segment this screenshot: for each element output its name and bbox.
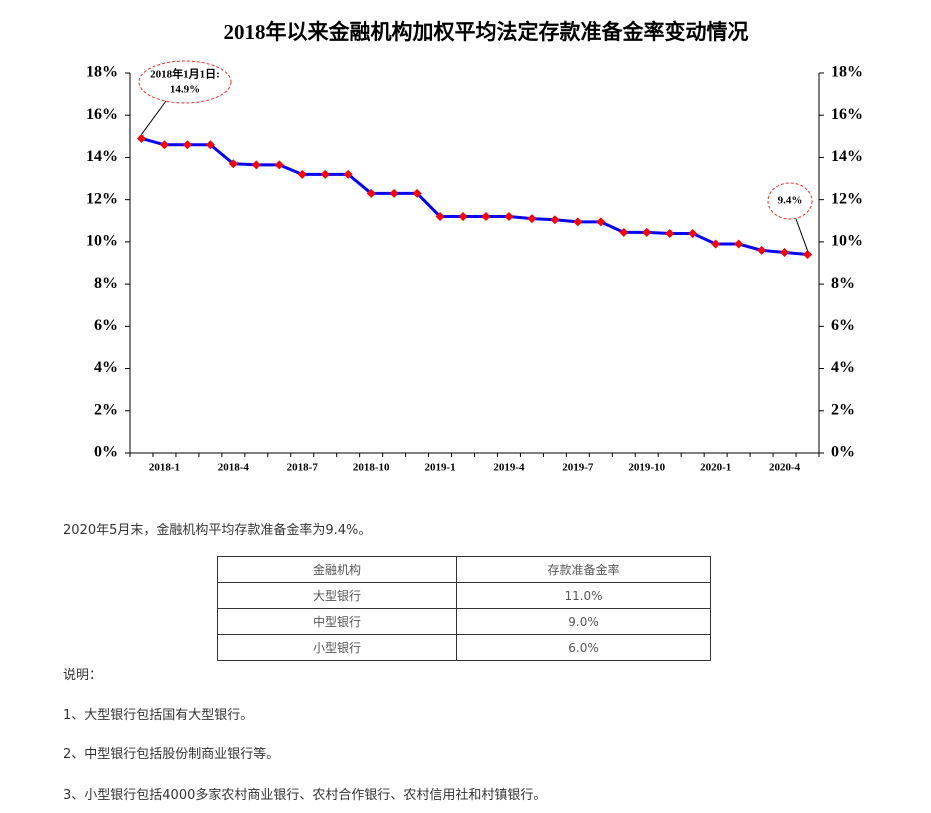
y-tick-label: 0% bbox=[94, 444, 118, 461]
annotation: 14.9% bbox=[170, 84, 200, 96]
annotation: 2018年1月1日: bbox=[150, 67, 220, 81]
line bbox=[141, 136, 808, 257]
marker bbox=[688, 228, 698, 238]
x-tick-label: 2019-7 bbox=[562, 462, 594, 474]
callout bbox=[767, 182, 813, 220]
x-tick-label: 2019-10 bbox=[628, 462, 665, 474]
marker bbox=[527, 214, 537, 224]
row: 小型银行 6.0% bbox=[217, 634, 711, 661]
cell: 9.0% bbox=[456, 608, 711, 635]
y2-tick-label: 12% bbox=[831, 190, 863, 207]
cell: 中型银行 bbox=[217, 608, 457, 635]
marker bbox=[343, 169, 353, 179]
y-tick-label: 18% bbox=[86, 64, 118, 81]
marker bbox=[504, 212, 514, 222]
marker bbox=[136, 133, 146, 143]
marker bbox=[228, 159, 238, 169]
marker bbox=[251, 160, 261, 170]
marker bbox=[320, 169, 330, 179]
x-tick-label: 2020-1 bbox=[700, 462, 731, 474]
row: 中型银行 9.0% bbox=[217, 608, 711, 635]
y-tick-label: 4% bbox=[94, 359, 118, 376]
marker bbox=[389, 188, 399, 198]
y-tick-label: 6% bbox=[94, 317, 118, 334]
y2-tick-label: 16% bbox=[831, 106, 863, 123]
chart: 2018年以来金融机构加权平均法定存款准备金率变动情况 0% 2% 4% 6% 8% 10… bbox=[86, 20, 863, 474]
marker bbox=[573, 217, 583, 227]
row: 大型银行 11.0% bbox=[217, 582, 711, 609]
y2-tick-label: 8% bbox=[831, 275, 855, 292]
y-tick-label: 8% bbox=[94, 275, 118, 292]
leader-line bbox=[141, 100, 167, 135]
marker bbox=[205, 140, 215, 150]
x-tick-label: 2018-7 bbox=[287, 462, 319, 474]
y-tick-label: 2% bbox=[94, 401, 118, 418]
note: 3、小型银行包括4000多家农村商业银行、农村合作银行、农村信用社和村镇银行。 bbox=[63, 788, 547, 803]
header-cell: 存款准备金率 bbox=[456, 556, 711, 583]
leader-line bbox=[795, 218, 808, 251]
marker bbox=[481, 212, 491, 222]
marker bbox=[182, 140, 192, 150]
note: 2、中型银行包括股份制商业银行等。 bbox=[63, 747, 280, 762]
marker bbox=[435, 212, 445, 222]
marker bbox=[711, 239, 721, 249]
marker bbox=[159, 140, 169, 150]
y2-tick-label: 0% bbox=[831, 444, 855, 461]
marker bbox=[274, 160, 284, 170]
marker bbox=[297, 169, 307, 179]
x-tick-label: 2018-1 bbox=[149, 462, 180, 474]
x-tick-label: 2020-4 bbox=[769, 462, 801, 474]
summary: 2020年5月末，金融机构平均存款准备金率为9.4%。 bbox=[63, 523, 372, 538]
x-tick-label: 2019-1 bbox=[424, 462, 455, 474]
notes-title: 说明： bbox=[63, 668, 103, 683]
marker bbox=[803, 250, 813, 260]
marker bbox=[412, 188, 422, 198]
cell: 11.0% bbox=[456, 582, 711, 609]
annotation: 9.4% bbox=[778, 195, 803, 207]
y-tick-label: 16% bbox=[86, 106, 118, 123]
cell: 大型银行 bbox=[217, 582, 457, 609]
marker bbox=[550, 215, 560, 225]
cell: 小型银行 bbox=[217, 634, 457, 661]
rate-table: 金融机构 存款准备金率 大型银行 11.0% 中型银行 9.0% 小型银行 6.0% bbox=[217, 556, 711, 661]
y-tick-label: 10% bbox=[86, 233, 118, 250]
marker bbox=[619, 227, 629, 237]
header-cell: 金融机构 bbox=[217, 556, 457, 583]
y2-tick-label: 4% bbox=[831, 359, 855, 376]
marker bbox=[780, 247, 790, 257]
y2-tick-label: 18% bbox=[831, 64, 863, 81]
marker bbox=[458, 212, 468, 222]
y2-tick-label: 6% bbox=[831, 317, 855, 334]
y2-tick-label: 2% bbox=[831, 401, 855, 418]
marker bbox=[366, 188, 376, 198]
marker bbox=[596, 217, 606, 227]
cell: 6.0% bbox=[456, 634, 711, 661]
marker bbox=[757, 245, 767, 255]
marker bbox=[665, 228, 675, 238]
y2-tick-label: 14% bbox=[831, 148, 863, 165]
marker bbox=[734, 239, 744, 249]
marker bbox=[642, 227, 652, 237]
chart-title: 2018年以来金融机构加权平均法定存款准备金率变动情况 bbox=[224, 20, 749, 44]
header-row: 金融机构 存款准备金率 bbox=[217, 556, 711, 583]
x-tick-label: 2018-10 bbox=[353, 462, 390, 474]
note: 1、大型银行包括国有大型银行。 bbox=[63, 708, 254, 723]
callout bbox=[138, 60, 232, 104]
x-tick-label: 2018-4 bbox=[218, 462, 250, 474]
x-tick-label: 2019-4 bbox=[493, 462, 525, 474]
y-tick-label: 12% bbox=[86, 190, 118, 207]
y-tick-label: 14% bbox=[86, 148, 118, 165]
y2-tick-label: 10% bbox=[831, 233, 863, 250]
